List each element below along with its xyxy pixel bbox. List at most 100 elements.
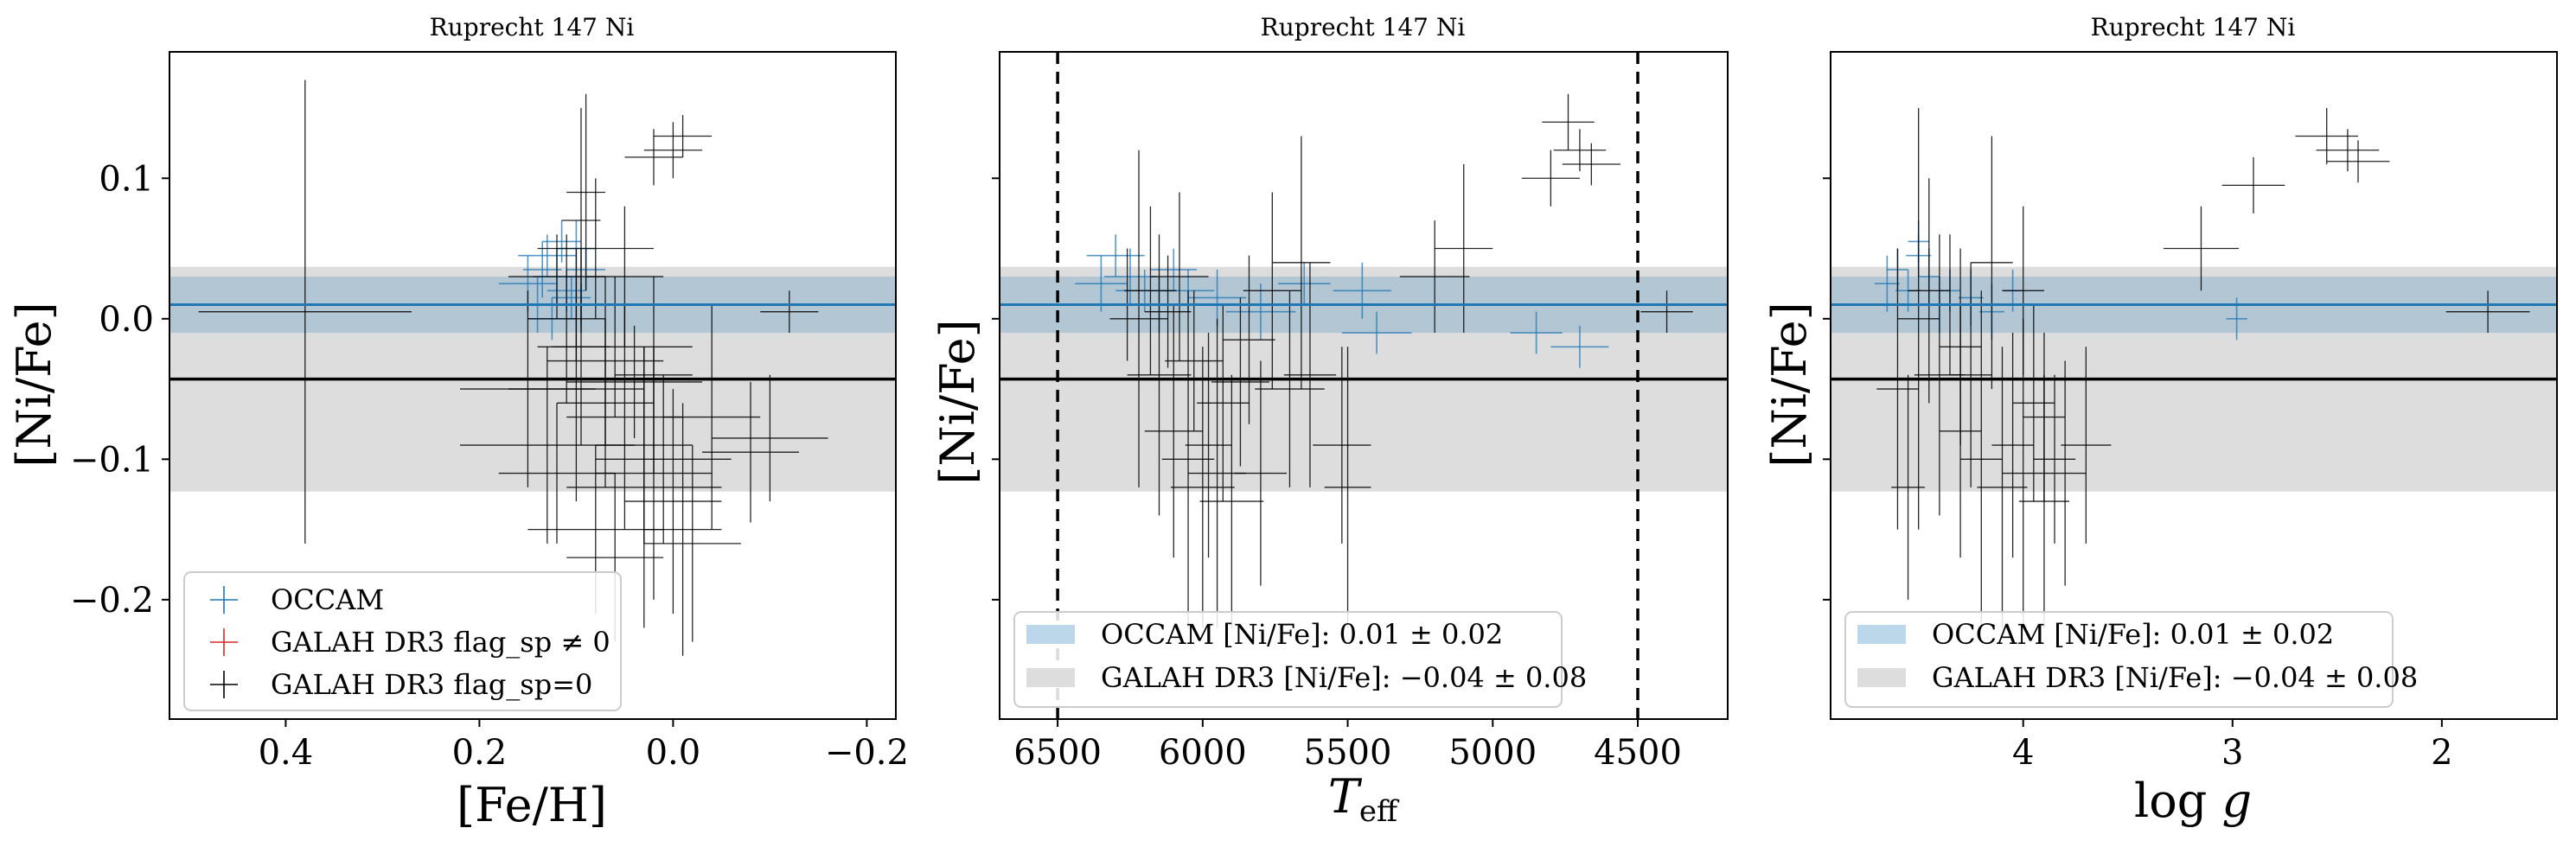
x-tick-label: 6000 [1159,733,1247,773]
galah-point [1562,143,1620,186]
galah-point [1144,255,1192,368]
legend-marker [210,628,238,656]
galah-point [1109,150,1168,487]
axes-frame [999,51,1729,720]
galah-point [2295,108,2359,165]
legend-label: GALAH DR3 flag_sp=0 [271,668,592,701]
galah-point [643,122,702,179]
legend-patch [1857,668,1906,687]
galah-point [460,290,596,487]
legend-box [183,571,622,711]
galah-point [2221,156,2285,213]
galah-point [1283,262,1337,487]
x-tick-label: 0.0 [646,733,701,773]
galah-point [2445,290,2530,334]
galah-point [1971,136,2013,390]
galah-point [566,93,605,291]
y-axis-label: [Ni/Fe] [1762,302,1817,467]
legend-label: GALAH DR3 [Ni/Fe]: −0.04 ± 0.08 [1932,661,2418,694]
galah-point [198,80,412,544]
galah-point [1211,297,1269,467]
plot-area [169,80,896,656]
x-tick-label: 6500 [1013,733,1102,773]
panel-teff: Ruprecht 147 Ni [Ni/Fe] Teff 6500 6000 550… [930,13,1729,829]
galah-point [760,290,819,334]
axes-frame [1830,51,2558,720]
occam-point [1086,234,1145,277]
galah-point [1939,248,1982,446]
occam-point [1341,311,1412,354]
galah-point [712,374,828,502]
galah-point [615,277,693,474]
occam-point [1075,255,1128,312]
galah-point [663,304,761,530]
galah-point [2023,333,2066,502]
occam-point [1188,269,1247,326]
galah-point [585,206,664,347]
galah-point [1144,304,1203,558]
galah-point [1243,192,1301,390]
galah-point [566,325,702,438]
y-tick-label: 0.0 [99,300,154,340]
legend-patch [1026,668,1075,687]
galah-point [1199,374,1264,628]
x-axis-label: [Fe/H] [457,778,607,832]
galah-point [1185,333,1232,558]
legend-marker [210,586,238,614]
galah-point [2012,304,2055,502]
y-tick-label: 0.1 [99,159,154,199]
galah-point [1272,136,1331,390]
galah-point [624,389,722,615]
x-tick-label: 4 [2012,733,2034,773]
legend-patch [1026,625,1075,644]
galah-point [1161,290,1215,628]
galah-point [702,381,799,523]
galah-point [1977,347,2028,628]
occam-point [1150,248,1198,291]
galah-point [537,178,654,319]
galah-point [2163,206,2240,291]
occam-point [1225,283,1296,341]
occam-point [522,241,562,298]
panel-title: Ruprecht 147 Ni [2091,13,2296,41]
legend-patch [1857,625,1906,644]
y-tick-label: −0.2 [70,581,154,621]
panel-title: Ruprecht 147 Ni [1261,13,1466,41]
occam-point [552,277,591,319]
galah-point [1255,290,1325,487]
x-tick-label: −0.2 [825,733,909,773]
galah-point [1150,192,1209,361]
galah-point [654,115,713,157]
galah-point [566,347,722,628]
occam-point [1550,325,1609,368]
legend-label: OCCAM [Ni/Fe]: 0.01 ± 0.02 [1932,618,2334,651]
galah-point [1991,333,2034,558]
legend-marker [210,671,238,698]
x-tick-label: 0.4 [259,733,314,773]
plot-area [1000,52,1728,719]
galah-point [1553,129,1607,172]
occam-point [1874,255,1900,312]
panel-title: Ruprecht 147 Ni [430,13,635,41]
galah-point [498,403,616,544]
galah-point [1234,360,1288,586]
legend-label: GALAH DR3 flag_sp ≠ 0 [271,626,610,659]
galah-point [1908,178,1950,404]
x-tick-label: 5500 [1304,733,1392,773]
legend-label: GALAH DR3 [Ni/Fe]: −0.04 ± 0.08 [1101,661,1587,694]
galah-point [1127,234,1192,516]
galah-point [1223,255,1275,424]
legend-label: OCCAM [Ni/Fe]: 0.01 ± 0.02 [1101,618,1503,651]
galah-point [1521,150,1580,207]
occam-point [542,220,581,263]
galah-point [1949,262,1992,487]
y-tick-label: −0.1 [70,440,154,480]
galah-point [2316,129,2380,172]
x-tick-label: 2 [2431,733,2452,773]
legend-box [1013,611,1563,708]
legend-label: OCCAM [271,583,384,616]
galah-point [1891,374,1925,600]
occam-point [1510,311,1563,354]
galah-point [643,445,741,642]
